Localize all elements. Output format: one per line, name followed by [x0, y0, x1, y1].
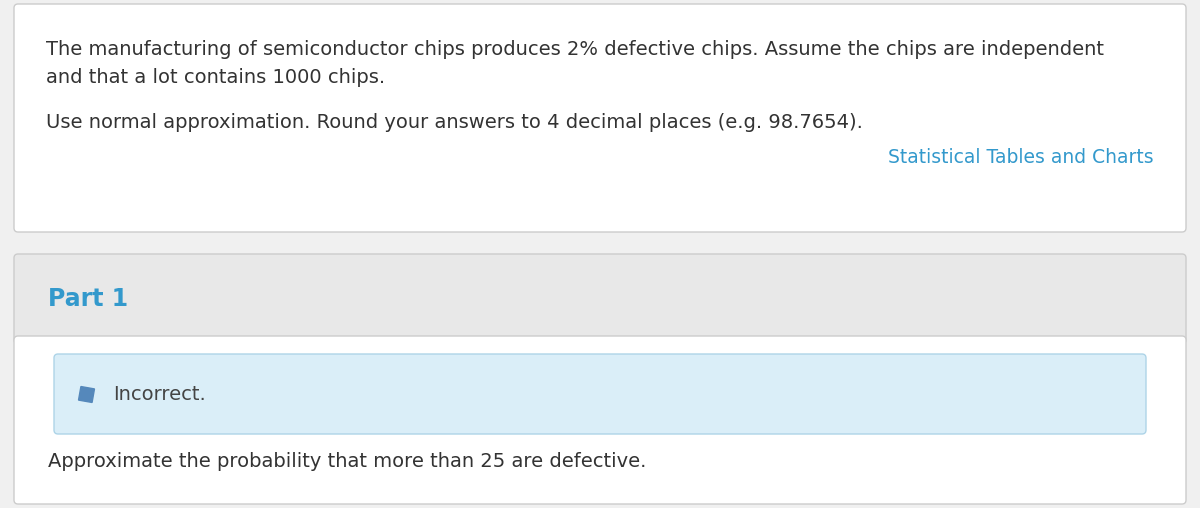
Text: Part 1: Part 1: [48, 287, 128, 311]
FancyBboxPatch shape: [14, 336, 1186, 504]
FancyBboxPatch shape: [14, 4, 1186, 232]
Text: Incorrect.: Incorrect.: [113, 385, 205, 403]
Text: Use normal approximation. Round your answers to 4 decimal places (e.g. 98.7654).: Use normal approximation. Round your ans…: [46, 113, 863, 132]
Text: and that a lot contains 1000 chips.: and that a lot contains 1000 chips.: [46, 68, 385, 87]
FancyBboxPatch shape: [54, 354, 1146, 434]
Text: The manufacturing of semiconductor chips produces 2% defective chips. Assume the: The manufacturing of semiconductor chips…: [46, 40, 1104, 59]
FancyBboxPatch shape: [14, 254, 1186, 344]
Text: Approximate the probability that more than 25 are defective.: Approximate the probability that more th…: [48, 452, 647, 471]
Text: Statistical Tables and Charts: Statistical Tables and Charts: [888, 148, 1154, 167]
